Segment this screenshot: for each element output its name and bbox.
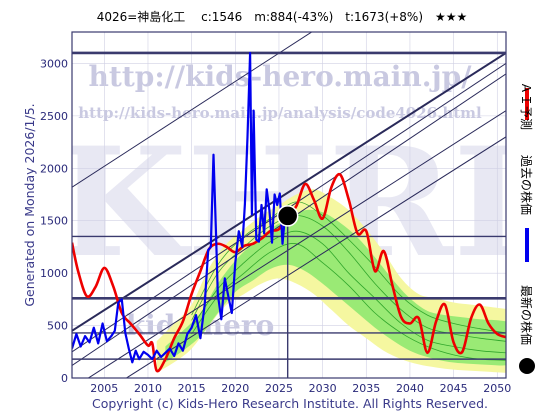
latest-price-dot [276,205,299,227]
x-tick-1: 2010 [134,382,162,395]
legend-ai-label: ＡＩ予測 [519,82,533,130]
x-tick-9: 2050 [483,382,511,395]
band-member-1 [191,230,506,354]
legend: ＡＩ予測 過去の株価 最新の株価 [519,82,535,374]
x-tick-4: 2025 [265,382,293,395]
plot-frame [71,31,507,379]
y-tick-6: 3000 [40,57,68,70]
x-tick-7: 2040 [396,382,424,395]
trend-line-1 [72,52,506,332]
legend-latest-label: 最新の株価 [519,285,534,345]
copyright: Copyright (c) Kids-Hero Research Institu… [92,396,488,411]
trend-line-0 [72,32,313,188]
chart-title: 4026=神島化工 c:1546 m:884(-43%) t:1673(+8%)… [97,9,468,24]
x-tick-3: 2020 [221,382,249,395]
legend-latest-dot [519,358,535,374]
y-tick-4: 2000 [40,162,68,175]
x-tick-0: 2005 [90,382,118,395]
x-tick-8: 2045 [440,382,468,395]
x-tick-5: 2030 [309,382,337,395]
y-tick-5: 2500 [40,110,68,123]
series-past-price [72,51,289,364]
x-axis-ticks: 2005 2010 2015 2020 2025 2030 2035 2040 2045 2050 [90,382,511,395]
watermark-url-main: http://kids-hero.main.jp/ [89,60,473,93]
x-tick-6: 2035 [352,382,380,395]
y-tick-0: 0 [61,372,68,385]
trend-line-5 [125,136,506,378]
x-tick-2: 2015 [178,382,206,395]
horizontal-levels [72,51,506,378]
y-tick-1: 500 [47,320,68,333]
latest-marker [276,205,299,227]
y-tick-3: 1500 [40,215,68,228]
legend-past-label: 過去の株価 [519,155,534,215]
y-tick-2: 1000 [40,267,68,280]
y-axis-ticks: 0 500 1000 1500 2000 2500 3000 [40,57,68,385]
band-member-2 [191,243,506,361]
generated-note: Generated on Monday 2026/1/5. [22,103,37,306]
